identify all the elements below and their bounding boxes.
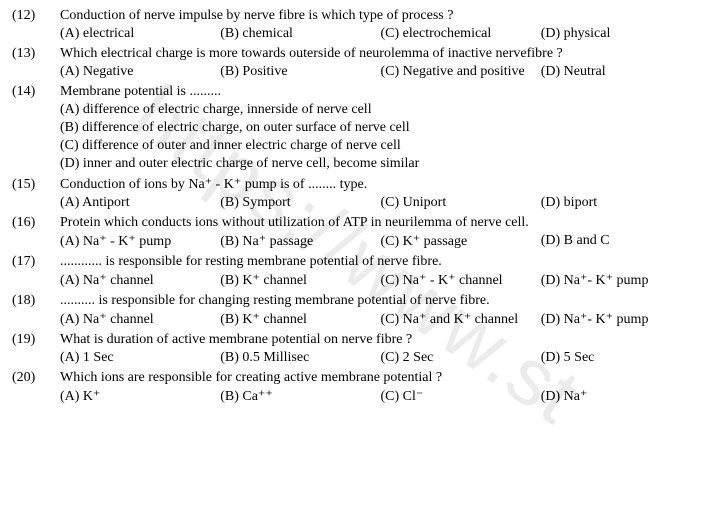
question-block: (13)Which electrical charge is more towa… (12, 46, 701, 80)
option: (B) K⁺ channel (220, 311, 380, 328)
options-row: (A) Antiport(B) Symport(C) Uniport(D) bi… (12, 195, 701, 211)
question-text: Which ions are responsible for creating … (60, 370, 701, 386)
question-row: (13)Which electrical charge is more towa… (12, 46, 701, 62)
question-row: (19)What is duration of active membrane … (12, 332, 701, 348)
question-block: (15)Conduction of ions by Na⁺ - K⁺ pump … (12, 176, 701, 211)
options-row: (A) Negative(B) Positive(C) Negative and… (12, 64, 701, 80)
question-text: Membrane potential is ......... (60, 84, 701, 100)
question-block: (19)What is duration of active membrane … (12, 332, 701, 366)
option: (B) Na⁺ passage (220, 233, 380, 250)
option: (A) K⁺ (60, 388, 220, 405)
question-row: (17)............ is responsible for rest… (12, 254, 701, 270)
option: (D) inner and outer electric charge of n… (12, 156, 701, 172)
question-row: (12)Conduction of nerve impulse by nerve… (12, 8, 701, 24)
option: (A) difference of electric charge, inner… (12, 102, 701, 118)
option: (D) biport (541, 195, 701, 211)
question-number: (18) (12, 293, 60, 309)
option: (C) Na⁺ - K⁺ channel (381, 272, 541, 289)
options-row: (A) K⁺(B) Ca⁺⁺(C) Cl⁻(D) Na⁺ (12, 388, 701, 405)
question-text: .......... is responsible for changing r… (60, 293, 701, 309)
question-block: (14)Membrane potential is ......... (A) d… (12, 84, 701, 172)
options-row: (A) 1 Sec(B) 0.5 Millisec(C) 2 Sec(D) 5 … (12, 350, 701, 366)
question-number: (14) (12, 84, 60, 100)
option: (B) Ca⁺⁺ (220, 388, 380, 405)
question-row: (14)Membrane potential is ......... (12, 84, 701, 100)
question-row: (16)Protein which conducts ions without … (12, 215, 701, 231)
question-list: (12)Conduction of nerve impulse by nerve… (12, 8, 701, 405)
option: (C) electrochemical (381, 26, 541, 42)
option: (A) Na⁺ - K⁺ pump (60, 233, 220, 250)
question-text: Protein which conducts ions without util… (60, 215, 701, 231)
question-block: (20)Which ions are responsible for creat… (12, 370, 701, 405)
option: (B) Positive (220, 64, 380, 80)
options-row: (A) electrical(B) chemical(C) electroche… (12, 26, 701, 42)
option: (D) Na⁺- K⁺ pump (541, 311, 701, 328)
option: (C) Cl⁻ (381, 388, 541, 405)
option: (A) electrical (60, 26, 220, 42)
option: (C) Na⁺ and K⁺ channel (381, 311, 541, 328)
option: (C) 2 Sec (381, 350, 541, 366)
question-text: What is duration of active membrane pote… (60, 332, 701, 348)
option: (B) difference of electric charge, on ou… (12, 120, 701, 136)
option: (B) 0.5 Millisec (220, 350, 380, 366)
question-block: (18).......... is responsible for changi… (12, 293, 701, 328)
question-number: (16) (12, 215, 60, 231)
question-number: (20) (12, 370, 60, 386)
option: (C) Uniport (381, 195, 541, 211)
options-row: (A) Na⁺ - K⁺ pump(B) Na⁺ passage(C) K⁺ p… (12, 233, 701, 250)
option: (A) Na⁺ channel (60, 272, 220, 289)
options-row: (A) Na⁺ channel(B) K⁺ channel(C) Na⁺ and… (12, 311, 701, 328)
option: (D) Na⁺- K⁺ pump (541, 272, 701, 289)
question-text: Conduction of ions by Na⁺ - K⁺ pump is o… (60, 176, 701, 193)
option: (C) K⁺ passage (381, 233, 541, 250)
question-row: (15)Conduction of ions by Na⁺ - K⁺ pump … (12, 176, 701, 193)
question-number: (12) (12, 8, 60, 24)
question-number: (15) (12, 177, 60, 193)
option: (C) Negative and positive (381, 64, 541, 80)
option: (D) physical (541, 26, 701, 42)
question-number: (17) (12, 254, 60, 270)
question-block: (17)............ is responsible for rest… (12, 254, 701, 289)
question-text: Which electrical charge is more towards … (60, 46, 701, 62)
question-number: (13) (12, 46, 60, 62)
question-row: (20)Which ions are responsible for creat… (12, 370, 701, 386)
option: (B) Symport (220, 195, 380, 211)
question-block: (16)Protein which conducts ions without … (12, 215, 701, 250)
question-block: (12)Conduction of nerve impulse by nerve… (12, 8, 701, 42)
option: (A) Na⁺ channel (60, 311, 220, 328)
option: (A) Negative (60, 64, 220, 80)
question-text: ............ is responsible for resting … (60, 254, 701, 270)
option: (A) Antiport (60, 195, 220, 211)
option: (B) chemical (220, 26, 380, 42)
option: (D) 5 Sec (541, 350, 701, 366)
question-text: Conduction of nerve impulse by nerve fib… (60, 8, 701, 24)
option: (B) K⁺ channel (220, 272, 380, 289)
option: (D) Na⁺ (541, 388, 701, 405)
option: (A) 1 Sec (60, 350, 220, 366)
options-row: (A) Na⁺ channel(B) K⁺ channel(C) Na⁺ - K… (12, 272, 701, 289)
option: (D) B and C (541, 233, 701, 250)
option: (D) Neutral (541, 64, 701, 80)
option: (C) difference of outer and inner electr… (12, 138, 701, 154)
question-row: (18).......... is responsible for changi… (12, 293, 701, 309)
question-number: (19) (12, 332, 60, 348)
